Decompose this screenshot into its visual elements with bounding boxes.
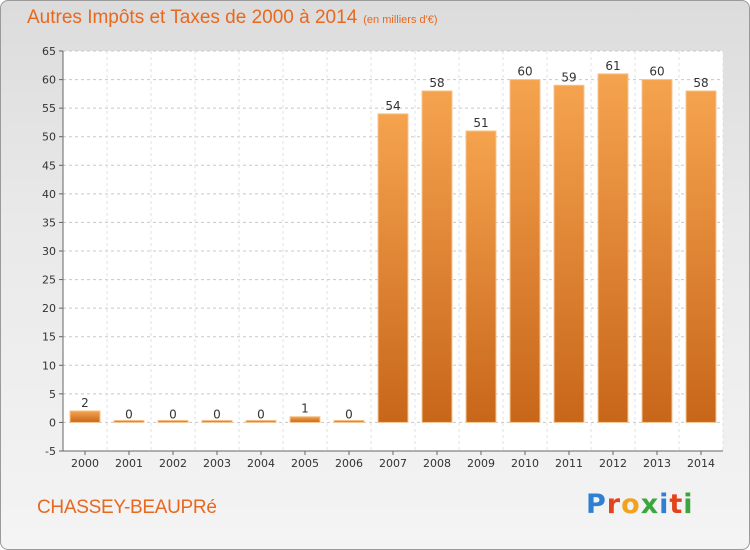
data-label: 61 xyxy=(605,59,620,73)
x-tick-label: 2011 xyxy=(555,457,583,470)
logo-letter: t xyxy=(669,489,684,520)
bar xyxy=(201,419,233,423)
logo-letter: i xyxy=(659,489,670,520)
x-tick-label: 2001 xyxy=(115,457,143,470)
y-tick-label: 10 xyxy=(42,359,56,372)
bars xyxy=(69,73,717,423)
bar xyxy=(377,113,409,423)
bar xyxy=(113,419,145,423)
data-label: 0 xyxy=(169,407,177,421)
y-tick-label: 60 xyxy=(42,74,56,87)
data-label: 51 xyxy=(473,116,488,130)
bar xyxy=(157,419,189,423)
x-tick-label: 2009 xyxy=(467,457,495,470)
x-tick-label: 2014 xyxy=(687,457,715,470)
y-tick-label: -5 xyxy=(45,445,56,458)
x-tick-label: 2008 xyxy=(423,457,451,470)
labels: 2 0 0 0 0 1 0 54 58 51 60 59 61 60 58 xyxy=(81,59,708,422)
data-label: 2 xyxy=(81,396,89,410)
y-tick-label: 5 xyxy=(49,388,56,401)
y-tick-label: 65 xyxy=(42,45,56,58)
bar xyxy=(465,130,497,423)
bar xyxy=(509,79,541,423)
bar xyxy=(641,79,673,423)
bar xyxy=(289,416,321,423)
y-tick-label: 0 xyxy=(49,416,56,429)
bar xyxy=(69,410,101,423)
proxiti-logo: Proxiti xyxy=(586,489,694,520)
y-tick-label: 55 xyxy=(42,102,56,115)
data-label: 0 xyxy=(213,407,221,421)
data-label: 60 xyxy=(517,65,532,79)
chart-title: Autres Impôts et Taxes de 2000 à 2014 (en… xyxy=(27,7,438,29)
logo-letter: o xyxy=(621,489,641,520)
x-tick-label: 2013 xyxy=(643,457,671,470)
logo-letter: x xyxy=(640,489,660,520)
logo-letter: r xyxy=(606,489,622,520)
y-tick-label: 25 xyxy=(42,274,56,287)
y-tick-label: 50 xyxy=(42,131,56,144)
x-tick-label: 2006 xyxy=(335,457,363,470)
y-tick-label: 15 xyxy=(42,331,56,344)
logo-letter: i xyxy=(683,489,694,520)
data-label: 0 xyxy=(257,407,265,421)
bar xyxy=(597,73,629,423)
bar xyxy=(245,419,277,423)
data-label: 60 xyxy=(649,65,664,79)
data-label: 0 xyxy=(125,407,133,421)
x-tick-label: 2000 xyxy=(71,457,99,470)
bar xyxy=(553,84,585,423)
y-tick-label: 35 xyxy=(42,216,56,229)
x-tick-label: 2003 xyxy=(203,457,231,470)
title-text: Autres Impôts et Taxes de 2000 à 2014 xyxy=(27,7,358,28)
data-label: 54 xyxy=(385,99,400,113)
bar xyxy=(333,419,365,423)
bar xyxy=(685,90,717,423)
logo-letter: P xyxy=(586,489,607,520)
x-tick-label: 2002 xyxy=(159,457,187,470)
bar xyxy=(421,90,453,423)
y-tick-label: 40 xyxy=(42,188,56,201)
x-tick-label: 2012 xyxy=(599,457,627,470)
data-label: 1 xyxy=(301,402,309,416)
data-label: 58 xyxy=(693,76,708,90)
x-tick-label: 2007 xyxy=(379,457,407,470)
y-tick-label: 45 xyxy=(42,159,56,172)
data-label: 58 xyxy=(429,76,444,90)
y-tick-label: 20 xyxy=(42,302,56,315)
commune-name: CHASSEY-BEAUPRé xyxy=(37,497,217,518)
x-tick-label: 2004 xyxy=(247,457,275,470)
x-tick-label: 2010 xyxy=(511,457,539,470)
data-label: 0 xyxy=(345,407,353,421)
x-tick-label: 2005 xyxy=(291,457,319,470)
title-unit: (en milliers d'€) xyxy=(363,14,438,26)
data-label: 59 xyxy=(561,70,576,84)
y-tick-label: 30 xyxy=(42,245,56,258)
